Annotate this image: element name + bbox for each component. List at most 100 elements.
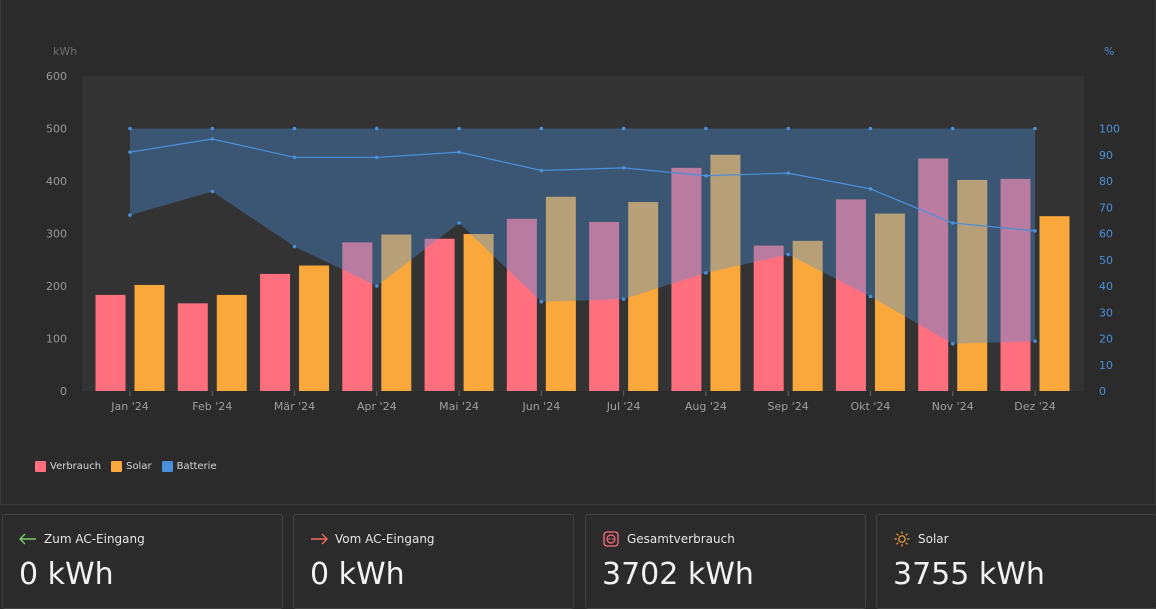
bar-verbrauch (506, 218, 537, 391)
x-tick-label: Apr '24 (357, 400, 397, 413)
battery-point (457, 221, 461, 225)
battery-point (457, 150, 461, 154)
y-tick-right: 20 (1099, 333, 1113, 346)
battery-point (868, 294, 873, 299)
bar-verbrauch (589, 221, 620, 391)
card-header: Vom AC-Eingang (310, 531, 435, 547)
card-title: Solar (918, 532, 949, 546)
bar-verbrauch (260, 273, 291, 391)
y-tick-left: 100 (46, 333, 67, 346)
bar-verbrauch (424, 238, 455, 391)
battery-point (868, 187, 873, 191)
chart-legend: Verbrauch Solar Batterie (35, 461, 217, 472)
card-solar[interactable]: Solar 3755 kWh (876, 514, 1156, 609)
sun-icon (893, 531, 911, 547)
battery-point (950, 126, 955, 131)
y-axis-label-left: kWh (53, 45, 77, 58)
legend-item-batterie[interactable]: Batterie (161, 461, 217, 472)
bar-solar (299, 265, 330, 391)
x-tick-label: Aug '24 (685, 400, 727, 413)
bar-solar (874, 213, 905, 391)
battery-point (1033, 229, 1037, 233)
energy-chart: 0 100 200 300 400 500 600 kWh 0 10 20 30 40 50 60 70 80 9… (46, 45, 1120, 413)
bar-verbrauch (671, 167, 702, 391)
battery-point (704, 126, 708, 131)
card-from-ac-input[interactable]: Vom AC-Eingang 0 kWh (293, 514, 574, 609)
bar-verbrauch (95, 294, 126, 391)
battery-point (292, 155, 297, 160)
battery-point (375, 155, 379, 160)
battery-point (621, 166, 626, 170)
x-tick-label: Jun '24 (522, 400, 561, 413)
x-tick-label: Okt '24 (851, 400, 891, 413)
card-title: Zum AC-Eingang (44, 532, 145, 546)
y-axis-label-right: % (1104, 45, 1114, 58)
battery-point (786, 171, 790, 175)
x-tick-label: Mai '24 (439, 400, 479, 413)
arrow-left-icon (19, 531, 37, 547)
card-header: Gesamtverbrauch (602, 531, 735, 547)
bar-verbrauch (918, 158, 949, 391)
bar-solar (628, 202, 659, 391)
y-tick-right: 50 (1099, 254, 1113, 267)
plot-area (82, 76, 1084, 391)
battery-point (292, 244, 297, 249)
x-tick-label: Mär '24 (274, 400, 315, 413)
legend-label: Solar (126, 461, 152, 472)
bar-verbrauch (1000, 178, 1031, 391)
bar-solar (381, 234, 412, 391)
card-header: Solar (893, 531, 949, 547)
battery-point (292, 126, 297, 131)
battery-point (786, 126, 790, 131)
card-value: 0 kWh (310, 557, 405, 592)
legend-label: Verbrauch (50, 461, 102, 472)
y-tick-left: 500 (46, 123, 67, 136)
battery-point (950, 341, 955, 346)
y-tick-right: 70 (1099, 201, 1113, 214)
bar-solar (710, 154, 741, 391)
battery-point (210, 126, 215, 131)
bar-verbrauch (835, 199, 866, 391)
card-header: Zum AC-Eingang (19, 531, 145, 547)
x-tick-label: Nov '24 (932, 400, 974, 413)
battery-point (704, 173, 708, 178)
battery-point (128, 150, 132, 154)
y-tick-right: 90 (1099, 149, 1113, 162)
bar-solar (792, 240, 823, 391)
summary-cards: Zum AC-Eingang 0 kWh Vom AC-Eingang 0 kW… (0, 514, 1156, 609)
y-tick-left: 600 (46, 70, 67, 83)
bar-solar (545, 196, 576, 391)
x-tick-label: Feb '24 (192, 400, 232, 413)
y-tick-right: 0 (1099, 385, 1106, 398)
battery-point (1033, 126, 1037, 131)
y-tick-right: 30 (1099, 306, 1113, 319)
x-tick-label: Jul '24 (606, 400, 641, 413)
legend-label: Batterie (176, 461, 217, 472)
battery-point (210, 189, 215, 194)
battery-point (786, 252, 790, 257)
legend-item-solar[interactable]: Solar (111, 461, 152, 472)
battery-point (457, 126, 461, 131)
battery-point (539, 126, 544, 131)
bar-verbrauch (177, 303, 208, 391)
bar-solar (1039, 216, 1070, 391)
y-tick-left: 0 (60, 385, 67, 398)
card-total-consumption[interactable]: Gesamtverbrauch 3702 kWh (585, 514, 866, 609)
battery-point (950, 221, 955, 225)
card-to-ac-input[interactable]: Zum AC-Eingang 0 kWh (2, 514, 283, 609)
battery-avg-line (129, 138, 1036, 232)
card-title: Gesamtverbrauch (627, 532, 735, 546)
card-value: 0 kWh (19, 557, 114, 592)
y-tick-right: 40 (1099, 280, 1113, 293)
legend-item-verbrauch[interactable]: Verbrauch (35, 461, 101, 472)
battery-point (621, 297, 626, 301)
card-title: Vom AC-Eingang (335, 532, 435, 546)
socket-icon (602, 531, 620, 547)
y-tick-left: 200 (46, 280, 67, 293)
battery-point (868, 126, 873, 131)
legend-swatch-solar (111, 461, 123, 472)
card-value: 3755 kWh (893, 557, 1045, 592)
bar-solar (463, 234, 494, 391)
battery-point (1033, 339, 1037, 343)
bar-solar (134, 284, 165, 391)
